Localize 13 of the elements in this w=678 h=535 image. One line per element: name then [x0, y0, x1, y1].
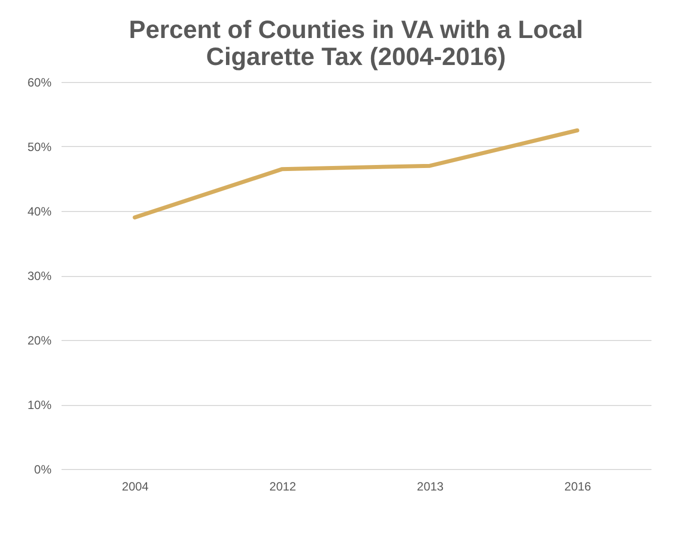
x-tick-label: 2004: [122, 480, 149, 494]
y-tick-label: 20%: [27, 334, 52, 348]
y-tick-label: 50%: [27, 140, 52, 154]
y-tick-label: 40%: [27, 204, 52, 218]
x-tick-label: 2013: [416, 480, 444, 494]
line-series: [132, 128, 580, 220]
y-tick-label: 10%: [27, 398, 52, 412]
y-tick-label: 0%: [34, 462, 52, 476]
chart-title: Percent of Counties in VA with a Local Cigarette Tax (2004-2016): [128, 16, 584, 71]
x-tick-label: 2012: [269, 480, 296, 494]
y-tick-label: 30%: [27, 269, 52, 283]
x-tick-label: 2016: [564, 480, 592, 494]
y-tick-label: 60%: [27, 76, 52, 90]
